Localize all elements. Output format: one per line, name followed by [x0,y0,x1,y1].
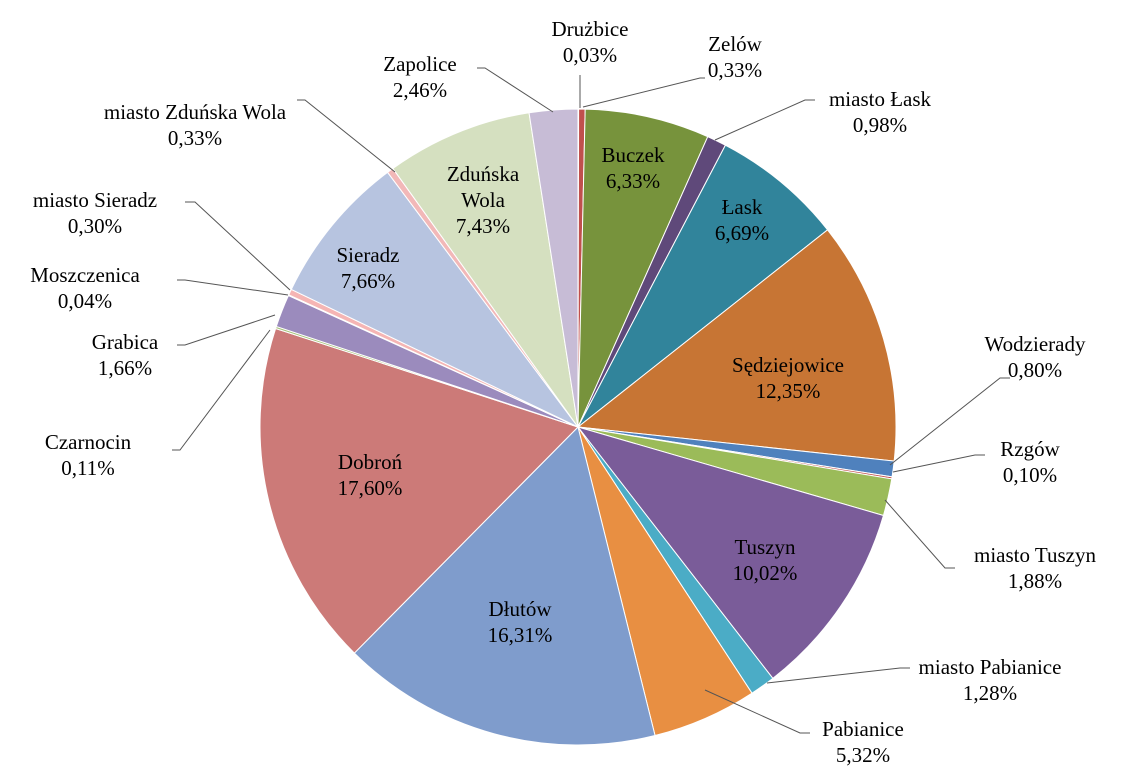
slice-value: 0,33% [707,58,763,82]
slice-value: 7,43% [455,214,511,238]
slice-value: 6,33% [605,169,661,193]
pie-slice [576,229,897,462]
slice-value: 1,66% [97,356,153,380]
slice-name: miasto Łask [828,87,932,111]
slice-name: Pabianice [822,717,904,741]
data-label: Tuszyn 10,02% [665,534,865,586]
slice-value: 5,32% [835,743,891,767]
data-label: Rzgów 0,10% [980,436,1080,488]
slice-value: 16,31% [487,623,553,647]
data-label: miasto Sieradz 0,30% [5,187,185,239]
leader-line [889,377,1010,466]
data-label: Zelów 0,33% [675,31,795,83]
data-label: Pabianice 5,32% [793,716,933,768]
slice-name: Buczek [601,143,665,167]
slice-value: 2,46% [392,78,448,102]
data-label: Drużbice 0,03% [520,16,660,68]
data-label: miasto Pabianice 1,28% [890,654,1090,706]
slice-value: 0,33% [167,126,223,150]
data-label: Zduńska Wola 7,43% [423,161,543,239]
data-label: Dobroń 17,60% [270,449,470,501]
slice-name: Zapolice [383,52,457,76]
pie-slice [577,108,709,428]
pie-slice [576,426,885,680]
data-label: miasto Tuszyn 1,88% [945,542,1122,594]
slice-name: Zelów [708,32,762,56]
data-label: Czarnocin 0,11% [8,429,168,481]
pie-slice [577,144,829,428]
slice-value: 6,69% [714,221,770,245]
leader-line [177,314,276,346]
data-label: miasto Łask 0,98% [795,86,965,138]
leader-line [884,499,955,569]
slice-name: miasto Zduńska Wola [103,100,287,124]
pie-slice [353,426,656,746]
leader-line [582,77,705,108]
data-label: Buczek 6,33% [533,142,733,194]
slice-name: Sieradz [336,243,400,267]
slice-name: Moszczenica [30,263,140,287]
slice-value: 10,02% [732,561,798,585]
pie-slice [290,171,579,428]
slice-name: Łask [721,195,763,219]
leader-line [714,99,815,141]
data-label: miasto Zduńska Wola 0,33% [95,99,295,151]
slice-name: Wodzierady [984,332,1086,356]
slice-value: 0,11% [61,456,115,480]
slice-value: 0,98% [852,113,908,137]
slice-name: Grabica [91,330,159,354]
slice-value: 0,03% [562,43,618,67]
slice-name: miasto Pabianice [918,655,1062,679]
slice-name: Dobroń [337,450,403,474]
slice-name: miasto Sieradz [32,188,158,212]
leader-line [704,689,810,734]
slice-name: miasto Tuszyn [974,543,1096,567]
slice-value: 0,30% [67,214,123,238]
data-label: Sędziejowice 12,35% [688,352,888,404]
slice-name: Rzgów [1000,437,1060,461]
data-label: Łask 6,69% [642,194,842,246]
leader-line [297,99,396,173]
data-label: Zapolice 2,46% [350,51,490,103]
data-label: Dłutów 16,31% [420,596,620,648]
slice-name: Drużbice [551,17,629,41]
slice-value: 1,88% [1007,569,1063,593]
data-label: Wodzierady 0,80% [955,331,1115,383]
slice-value: 1,28% [962,681,1018,705]
leader-line [177,279,289,296]
slice-value: 0,04% [57,289,113,313]
leader-line [766,667,910,684]
slice-name: Czarnocin [44,430,132,454]
slice-name: Dłutów [488,597,552,621]
pie-slice [392,112,579,428]
leader-line [172,329,271,451]
data-label: Moszczenica 0,04% [0,262,170,314]
slice-value: 0,80% [1007,358,1063,382]
slice-name: Zduńska Wola [446,162,520,212]
slice-name: Tuszyn [734,535,796,559]
slice-value: 0,10% [1002,463,1058,487]
slice-name: Sędziejowice [732,353,844,377]
slice-value: 12,35% [755,379,821,403]
leader-line [185,201,291,291]
data-label: Sieradz 7,66% [268,242,468,294]
slice-value: 17,60% [337,476,403,500]
leader-line [477,67,554,113]
data-label: Grabica 1,66% [65,329,185,381]
pie-slice [528,108,579,428]
slice-value: 7,66% [340,269,396,293]
leader-line [892,454,985,473]
pie-slice [259,327,579,654]
